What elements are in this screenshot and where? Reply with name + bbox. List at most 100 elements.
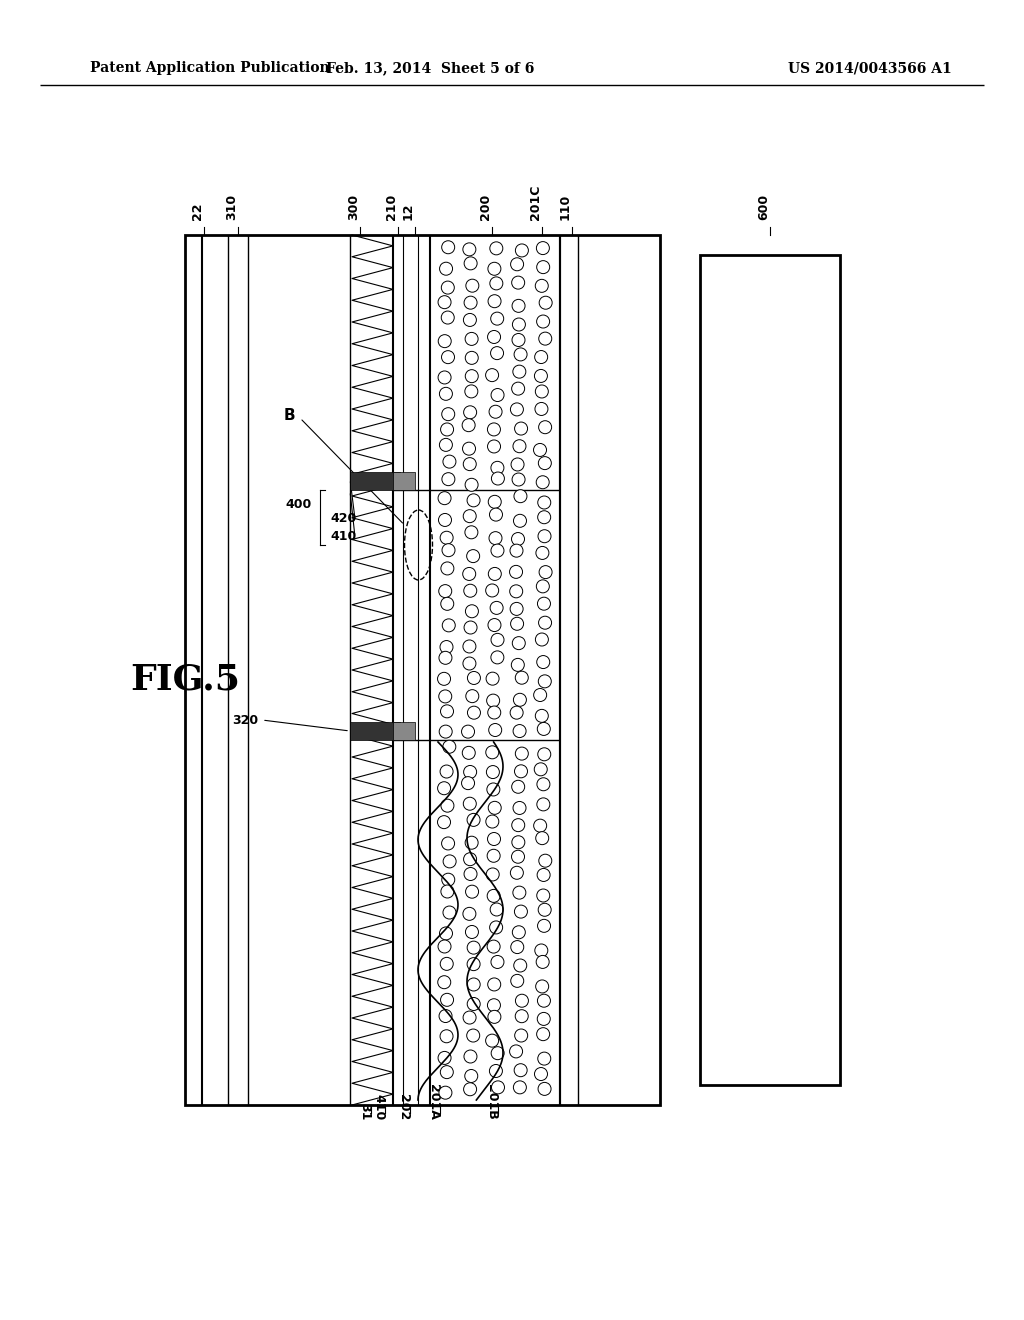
Circle shape — [441, 837, 455, 850]
Circle shape — [490, 903, 503, 916]
Circle shape — [535, 403, 548, 416]
Circle shape — [538, 748, 551, 760]
Circle shape — [510, 706, 523, 719]
Circle shape — [513, 440, 526, 453]
Circle shape — [486, 766, 500, 779]
Circle shape — [536, 979, 549, 993]
Circle shape — [534, 820, 547, 832]
Circle shape — [511, 941, 523, 953]
Circle shape — [489, 532, 502, 545]
Circle shape — [513, 366, 526, 378]
Circle shape — [514, 348, 527, 360]
Circle shape — [534, 444, 547, 457]
Circle shape — [467, 813, 480, 826]
Bar — [393, 473, 415, 490]
Circle shape — [463, 458, 476, 471]
Circle shape — [487, 440, 501, 453]
Circle shape — [487, 833, 501, 846]
Circle shape — [437, 672, 451, 685]
Circle shape — [515, 747, 528, 760]
Circle shape — [539, 457, 551, 470]
Circle shape — [536, 385, 548, 397]
Circle shape — [440, 994, 454, 1006]
Circle shape — [510, 403, 523, 416]
Circle shape — [437, 781, 451, 795]
Text: 320: 320 — [231, 714, 258, 726]
Text: 12: 12 — [402, 202, 415, 220]
Circle shape — [488, 568, 502, 581]
Circle shape — [464, 766, 476, 779]
Circle shape — [539, 421, 552, 434]
Circle shape — [441, 281, 455, 294]
Circle shape — [465, 385, 478, 397]
Circle shape — [462, 418, 475, 432]
Circle shape — [540, 296, 552, 309]
Circle shape — [514, 906, 527, 919]
Circle shape — [537, 315, 550, 329]
Circle shape — [487, 890, 500, 903]
Circle shape — [485, 746, 499, 759]
Circle shape — [490, 602, 503, 614]
Circle shape — [515, 1010, 528, 1023]
Circle shape — [439, 725, 453, 738]
Circle shape — [487, 849, 500, 862]
Circle shape — [489, 508, 503, 521]
Circle shape — [539, 675, 551, 688]
Circle shape — [440, 705, 454, 718]
Circle shape — [465, 370, 478, 383]
Circle shape — [510, 1045, 522, 1057]
Circle shape — [514, 764, 527, 777]
Circle shape — [465, 525, 478, 539]
Circle shape — [492, 388, 504, 401]
Circle shape — [439, 651, 452, 664]
Circle shape — [490, 651, 504, 664]
Circle shape — [488, 801, 501, 814]
Circle shape — [512, 925, 525, 939]
Circle shape — [464, 296, 477, 309]
Circle shape — [438, 296, 451, 309]
Circle shape — [485, 814, 499, 828]
Text: 400: 400 — [286, 499, 312, 511]
Circle shape — [538, 722, 550, 735]
Circle shape — [513, 515, 526, 527]
Circle shape — [467, 957, 480, 970]
Circle shape — [510, 602, 523, 615]
Circle shape — [442, 741, 456, 754]
Circle shape — [511, 458, 524, 471]
Circle shape — [489, 277, 503, 290]
Circle shape — [443, 455, 456, 469]
Circle shape — [463, 442, 475, 455]
Text: 201A: 201A — [427, 1084, 440, 1119]
Circle shape — [536, 709, 548, 722]
Circle shape — [492, 1081, 505, 1094]
Bar — [393, 722, 415, 741]
Circle shape — [467, 494, 480, 507]
Circle shape — [486, 783, 500, 796]
Text: 310: 310 — [225, 194, 238, 220]
Text: 110: 110 — [559, 194, 572, 220]
Circle shape — [513, 1081, 526, 1094]
Circle shape — [486, 672, 499, 685]
Circle shape — [538, 869, 550, 882]
Circle shape — [537, 579, 549, 593]
Text: 600: 600 — [757, 194, 770, 220]
Circle shape — [536, 546, 549, 560]
Circle shape — [465, 1069, 478, 1082]
Circle shape — [537, 475, 549, 488]
Circle shape — [438, 940, 451, 953]
Circle shape — [438, 513, 452, 527]
Circle shape — [439, 387, 453, 400]
Circle shape — [486, 869, 500, 880]
Circle shape — [440, 422, 454, 436]
Circle shape — [463, 640, 476, 653]
Circle shape — [440, 531, 454, 544]
Circle shape — [538, 919, 551, 932]
Circle shape — [535, 351, 548, 363]
Circle shape — [490, 956, 504, 969]
Circle shape — [510, 585, 522, 598]
Text: US 2014/0043566 A1: US 2014/0043566 A1 — [788, 61, 952, 75]
Circle shape — [511, 974, 523, 987]
Circle shape — [512, 473, 525, 486]
Circle shape — [465, 333, 478, 346]
Circle shape — [439, 438, 453, 451]
